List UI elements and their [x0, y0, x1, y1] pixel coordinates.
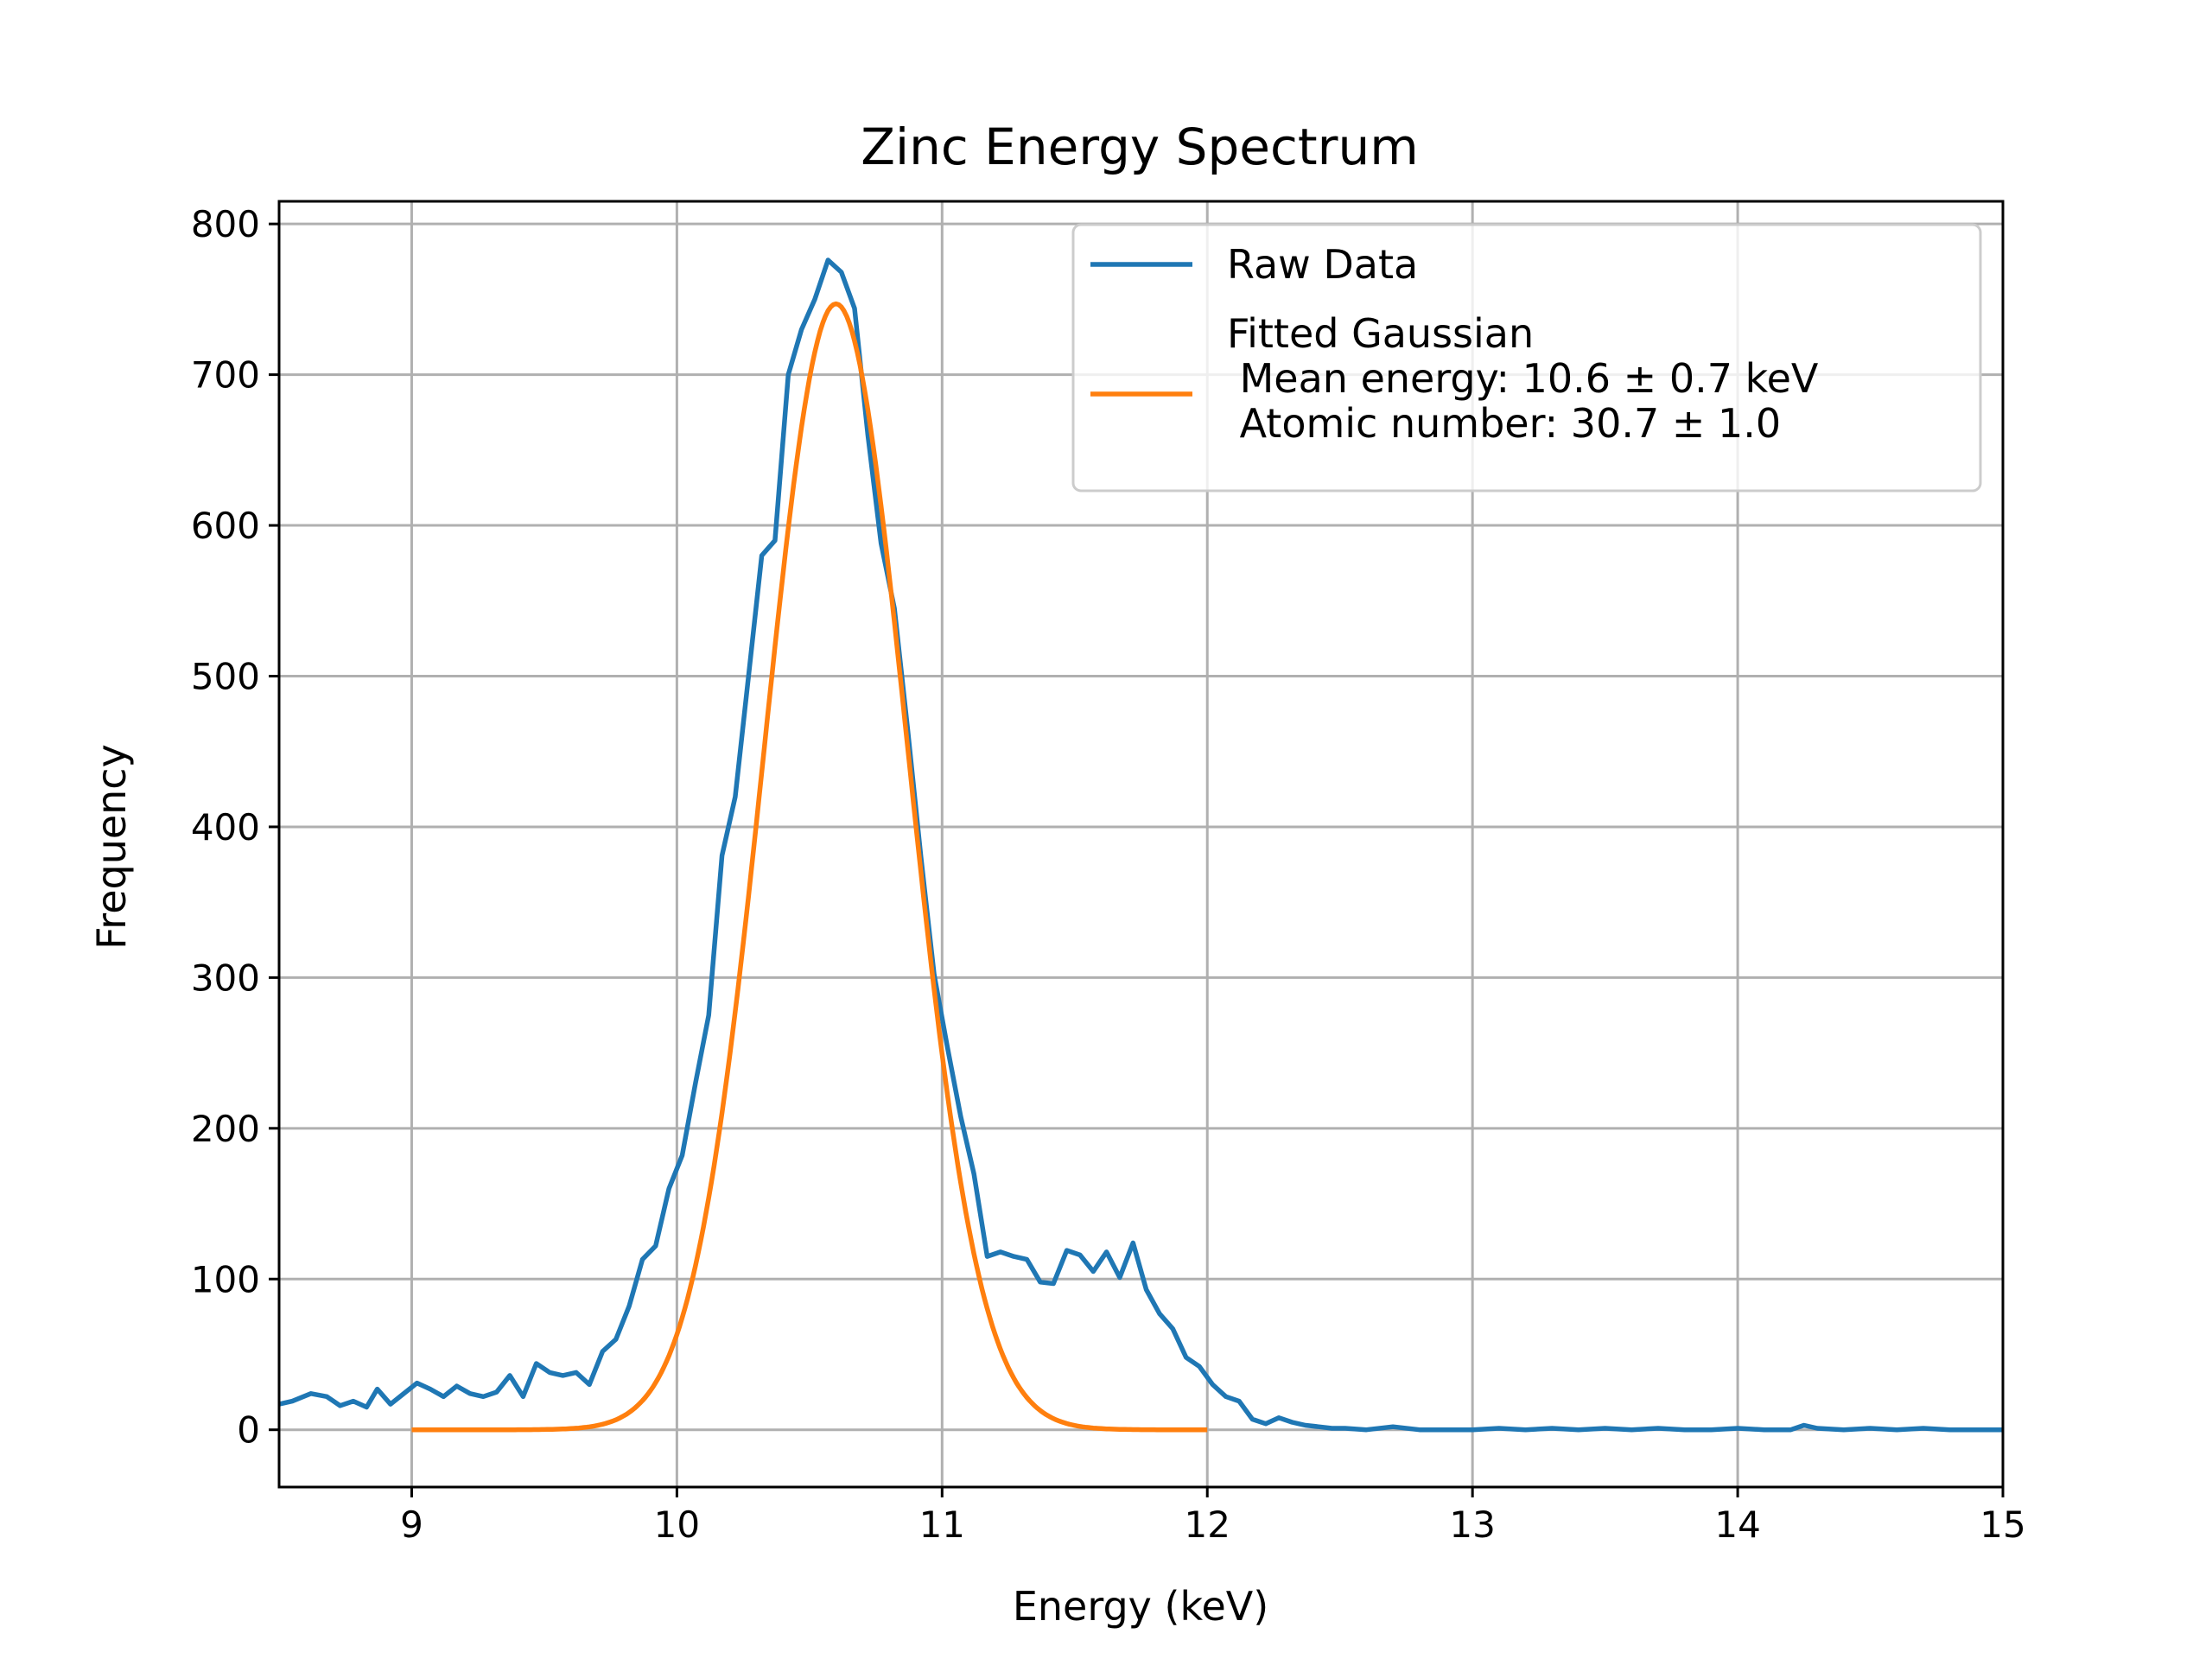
- y-tick-label: 700: [191, 354, 260, 397]
- plot-area: [279, 257, 2003, 1433]
- x-axis-label: Energy (keV): [1013, 1583, 1268, 1630]
- y-tick-label: 400: [191, 806, 260, 849]
- x-axis-ticks: 9 10 11 12 13 14 15: [400, 1487, 2026, 1546]
- series-line-raw-data: [279, 257, 2003, 1433]
- y-tick-label: 600: [191, 505, 260, 547]
- x-tick-label: 13: [1449, 1503, 1495, 1546]
- legend-label-line: Fitted Gaussian: [1227, 310, 1534, 357]
- x-tick-label: 15: [1980, 1503, 2025, 1546]
- legend-label-raw-data: Raw Data: [1227, 241, 1418, 288]
- x-tick-label: 12: [1185, 1503, 1230, 1546]
- y-axis-label: Frequency: [88, 744, 135, 950]
- y-tick-label: 300: [191, 957, 260, 999]
- legend: Raw Data Fitted Gaussian Mean energy: 10…: [1071, 223, 1982, 493]
- legend-label-line: Atomic number: 30.7 ± 1.0: [1227, 400, 1781, 447]
- chart-title: Zinc Energy Spectrum: [861, 118, 1418, 176]
- x-tick-label: 11: [919, 1503, 965, 1546]
- y-tick-label: 100: [191, 1258, 260, 1300]
- plot-frame: [277, 200, 2005, 1489]
- legend-label-fitted-gaussian: Fitted Gaussian Mean energy: 10.6 ± 0.7 …: [1227, 310, 1819, 447]
- x-tick-label: 9: [400, 1503, 423, 1546]
- y-axis-ticks: 0 100 200 300 400 500 600 700 800: [191, 203, 279, 1452]
- x-tick-label: 14: [1714, 1503, 1760, 1546]
- legend-box: [1071, 223, 1982, 493]
- y-tick-label: 200: [191, 1108, 260, 1150]
- series-line-fitted-gaussian: [411, 301, 1208, 1433]
- legend-label-line: Mean energy: 10.6 ± 0.7 keV: [1227, 355, 1819, 402]
- y-tick-label: 800: [191, 203, 260, 245]
- x-tick-label: 10: [654, 1503, 700, 1546]
- y-tick-label: 0: [237, 1409, 260, 1452]
- y-tick-label: 500: [191, 655, 260, 697]
